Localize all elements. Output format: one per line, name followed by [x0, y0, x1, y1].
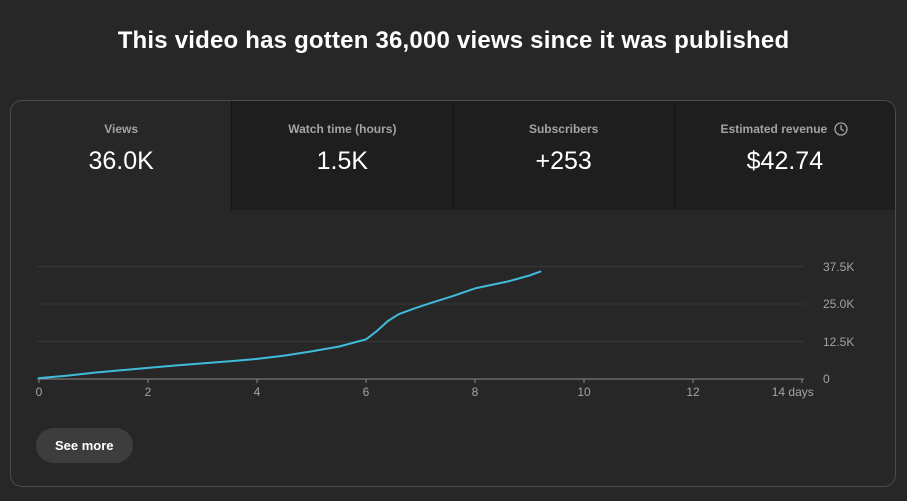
x-axis-label: 4 [253, 385, 261, 399]
x-axis-label: 14 days [771, 385, 814, 399]
clock-icon [833, 121, 849, 137]
page-title: This video has gotten 36,000 views since… [117, 27, 790, 54]
views-line-chart [37, 266, 804, 383]
metric-tab-value: $42.74 [746, 147, 824, 175]
x-axis-label: 6 [362, 385, 370, 399]
x-axis-label: 8 [471, 385, 479, 399]
see-more-button[interactable]: See more [36, 428, 133, 463]
x-axis-label: 12 [686, 385, 700, 399]
metric-tab-label: Views [104, 122, 139, 136]
metric-tab-subscribers[interactable]: Subscribers +253 [452, 101, 674, 210]
metric-tab-watch-time[interactable]: Watch time (hours) 1.5K [231, 101, 453, 210]
metric-tab-label: Subscribers [528, 122, 599, 136]
y-axis-label: 25.0K [823, 297, 855, 311]
metric-tab-estimated-revenue[interactable]: Estimated revenue $42.74 [673, 101, 895, 210]
x-axis-label: 0 [35, 385, 43, 399]
y-axis-label: 37.5K [823, 259, 855, 274]
x-axis-label: 10 [577, 385, 591, 399]
analytics-card: Views 36.0K Watch time (hours) 1.5K Subs… [10, 100, 896, 487]
metric-tab-label: Estimated revenue [720, 122, 828, 136]
metric-tabs: Views 36.0K Watch time (hours) 1.5K Subs… [11, 101, 895, 210]
metric-tab-label: Watch time (hours) [288, 122, 397, 136]
metric-tab-value: 36.0K [88, 147, 154, 175]
y-axis-label: 12.5K [823, 334, 855, 349]
metric-tab-views[interactable]: Views 36.0K [11, 101, 231, 210]
x-axis-label: 2 [144, 385, 152, 399]
metric-tab-value: +253 [535, 147, 592, 175]
metric-tab-value: 1.5K [316, 147, 369, 175]
y-axis-label: 0 [823, 372, 830, 386]
